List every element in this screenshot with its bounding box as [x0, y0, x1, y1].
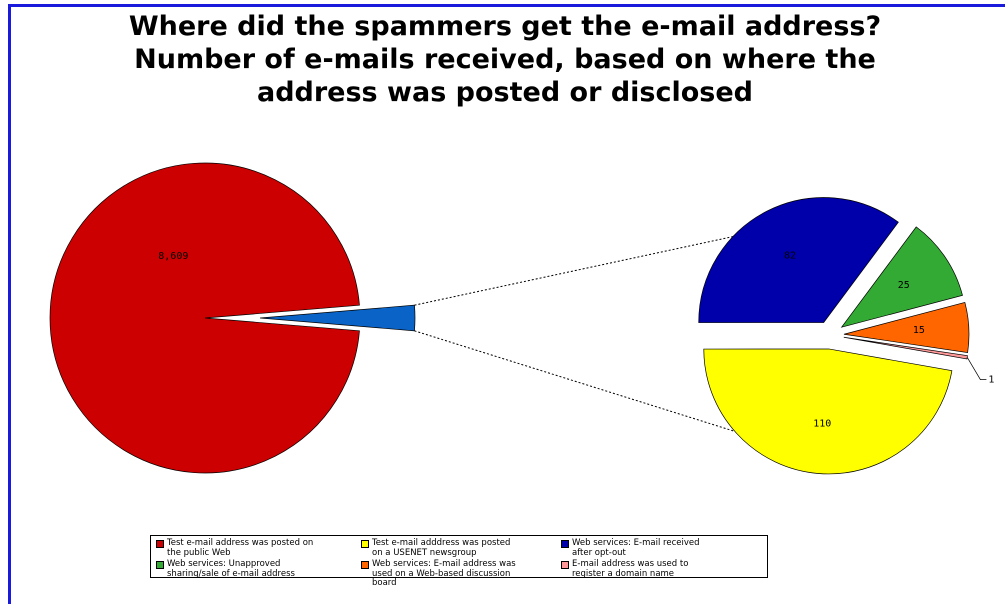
- data-label: 8,609: [158, 251, 188, 262]
- legend-swatch: [156, 561, 164, 569]
- pie-slice: [843, 302, 970, 354]
- pie-slice: [840, 226, 963, 328]
- legend-item: Test e-mail address was posted on the pu…: [156, 538, 361, 558]
- chart-subtitle: Number of e-mails received, based on whe…: [134, 44, 876, 108]
- legend-label: Web services: E-mail address was used on…: [372, 559, 516, 588]
- leader-line: [966, 357, 987, 380]
- data-label: 25: [898, 280, 910, 291]
- legend-label: Test e-mail address was posted on the pu…: [167, 538, 314, 558]
- legend-swatch: [561, 561, 569, 569]
- legend-item: E-mail address was used to register a do…: [561, 559, 761, 589]
- data-label: 15: [913, 325, 925, 336]
- legend-label: Web services: Unapproved sharing/sale of…: [167, 559, 295, 579]
- frame: [8, 4, 1005, 604]
- data-label: 110: [813, 419, 831, 430]
- pie-slice: [703, 348, 953, 475]
- other-slice: [259, 304, 416, 332]
- legend-item: Web services: E-mail received after opt-…: [561, 538, 761, 558]
- legend-label: E-mail address was used to register a do…: [572, 559, 689, 579]
- chart-title: Where did the spammers get the e-mail ad…: [128, 11, 882, 42]
- legend-label: Web services: E-mail received after opt-…: [572, 538, 700, 558]
- pie-slice: [698, 197, 899, 323]
- legend-item: Test e-mail adddress was posted on a USE…: [361, 538, 561, 558]
- legend-item: Web services: E-mail address was used on…: [361, 559, 561, 589]
- legend-swatch: [361, 561, 369, 569]
- legend-item: Web services: Unapproved sharing/sale of…: [156, 559, 361, 589]
- pie-slice: [49, 162, 360, 474]
- legend-swatch: [561, 540, 569, 548]
- header: Where did the spammers get the e-mail ad…: [10, 10, 1000, 109]
- legend-swatch: [156, 540, 164, 548]
- data-label: 82: [784, 250, 796, 261]
- legend-swatch: [361, 540, 369, 548]
- pie-slice: [843, 336, 968, 360]
- data-label: 1: [988, 375, 994, 386]
- legend-label: Test e-mail adddress was posted on a USE…: [372, 538, 511, 558]
- legend: Test e-mail address was posted on the pu…: [150, 535, 768, 588]
